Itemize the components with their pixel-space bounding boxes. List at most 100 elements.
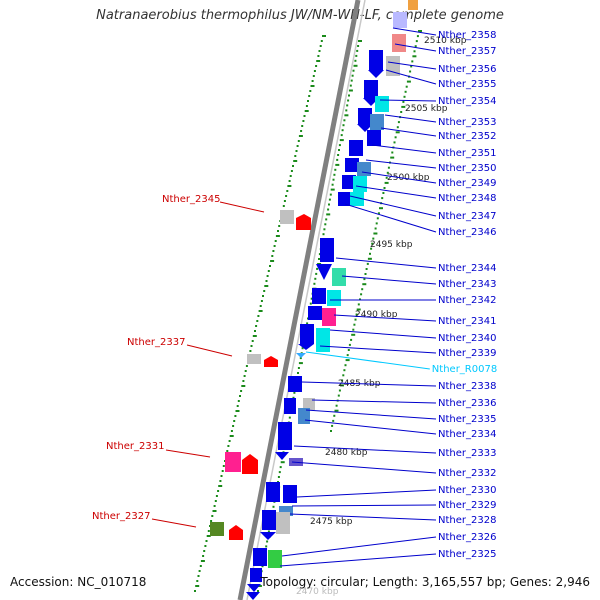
tick-mark (256, 320, 259, 322)
tick-mark (317, 55, 320, 57)
tick-mark (232, 425, 235, 427)
gene-label-right[interactable]: Nther_2348 (438, 193, 496, 204)
gene-label-right[interactable]: Nther_2326 (438, 532, 496, 543)
tick-mark (267, 530, 270, 533)
tick-mark (297, 140, 300, 142)
gene-label-right[interactable]: Nther_R0078 (432, 364, 497, 375)
tick-mark (315, 65, 318, 67)
leader-line (333, 314, 437, 322)
tick-mark (272, 505, 275, 508)
tick-mark (384, 181, 389, 184)
gene-label-right[interactable]: Nther_2330 (438, 485, 496, 496)
gene-label-right[interactable]: Nther_2355 (438, 79, 496, 90)
position-label: 2490 kbp (355, 310, 398, 320)
gene-label-right[interactable]: Nther_2347 (438, 211, 496, 222)
tick-mark (199, 565, 202, 567)
gene-arrow (298, 344, 314, 350)
tick-mark (267, 270, 270, 272)
tick-mark (354, 59, 357, 62)
right-gene-labels[interactable]: Nther_2358 Nther_2357 Nther_2356 Nther_2355… (279, 27, 497, 567)
gene-label-right[interactable]: Nther_2344 (438, 263, 496, 274)
gene-label-right[interactable]: Nther_2329 (438, 500, 496, 511)
gene-block (358, 108, 372, 124)
gene-block (279, 506, 293, 516)
gene-block (278, 422, 292, 450)
position-label: 2510 kbp (424, 36, 467, 46)
gene-label-right[interactable]: Nther_2353 (438, 117, 496, 128)
reverse-genes[interactable] (210, 210, 311, 540)
gene-block (247, 354, 261, 364)
tick-mark (313, 70, 316, 72)
tick-mark (346, 354, 349, 357)
tick-mark (404, 90, 407, 93)
leader-line (305, 351, 430, 370)
leader-line (291, 504, 437, 507)
tick-mark (338, 149, 340, 151)
tick-mark (346, 104, 349, 107)
gene-label-right[interactable]: Nther_2333 (438, 448, 496, 459)
left-gene-labels[interactable]: Nther_2345 Nther_2337 Nther_2331 Nther_2… (92, 194, 265, 528)
leader-line (165, 449, 211, 458)
tick-mark (416, 35, 419, 38)
forward-genes[interactable] (246, 50, 384, 600)
tick-mark (249, 350, 252, 352)
gene-label-right[interactable]: Nther_2357 (438, 46, 496, 57)
tick-mark (257, 590, 259, 592)
tick-mark (245, 365, 248, 367)
tick-mark (298, 362, 303, 365)
gene-label-left: Nther_2345 (162, 194, 220, 205)
gene-arrow (357, 124, 373, 132)
gene-block (392, 34, 406, 52)
gene-block (357, 162, 371, 176)
leader-line (291, 461, 437, 474)
gene-label-right[interactable]: Nther_2351 (438, 148, 496, 159)
gene-label-right[interactable]: Nther_2358 (438, 30, 496, 41)
tick-mark (415, 40, 418, 43)
gene-label-right[interactable]: Nther_2342 (438, 295, 496, 306)
gene-label-right[interactable]: Nther_2354 (438, 96, 496, 107)
tick-mark (288, 416, 291, 419)
gene-label-right[interactable]: Nther_2334 (438, 429, 496, 440)
gene-label-right[interactable]: Nther_2336 (438, 398, 496, 409)
gene-label-right[interactable]: Nther_2349 (438, 178, 496, 189)
gene-label-right[interactable]: Nther_2341 (438, 316, 496, 327)
tick-mark (278, 471, 281, 474)
accession-label: Accession: NC_010718 (10, 575, 147, 589)
tick-mark (265, 280, 268, 282)
gene-label-right[interactable]: Nther_2352 (438, 131, 496, 142)
tick-mark (312, 75, 315, 77)
tick-mark (286, 190, 289, 192)
tick-mark (338, 144, 341, 147)
tick-mark (335, 163, 340, 166)
tick-mark (227, 445, 230, 447)
gene-label-right[interactable]: Nther_2328 (438, 515, 496, 526)
tick-mark (298, 135, 303, 137)
gene-label-right[interactable]: Nther_2335 (438, 414, 496, 425)
gene-label-right[interactable]: Nther_2340 (438, 333, 496, 344)
tick-mark (194, 590, 196, 592)
tick-mark (395, 131, 400, 134)
gene-label-right[interactable]: Nther_2338 (438, 381, 496, 392)
tick-mark (198, 570, 201, 572)
gene-block (288, 376, 302, 392)
tick-mark (364, 273, 367, 275)
gene-label-right[interactable]: Nther_2332 (438, 468, 496, 479)
gene-label-right[interactable]: Nther_2346 (438, 227, 496, 238)
tick-mark (294, 155, 297, 157)
gene-label-right[interactable]: Nther_2356 (438, 64, 496, 75)
gene-label-right[interactable]: Nther_2339 (438, 348, 496, 359)
tick-mark (367, 257, 372, 260)
gene-label-right[interactable]: Nther_2325 (438, 549, 496, 560)
tick-mark (350, 79, 353, 82)
tick-mark (236, 405, 239, 407)
gene-label-right[interactable]: Nther_2350 (438, 163, 496, 174)
tick-mark (244, 370, 247, 372)
tick-mark (316, 60, 321, 62)
tick-mark (206, 535, 211, 537)
tick-mark (261, 565, 264, 568)
gene-label-right[interactable]: Nther_2343 (438, 279, 496, 290)
gene-block (367, 130, 381, 146)
tick-mark (333, 414, 336, 417)
gene-block (312, 288, 326, 304)
